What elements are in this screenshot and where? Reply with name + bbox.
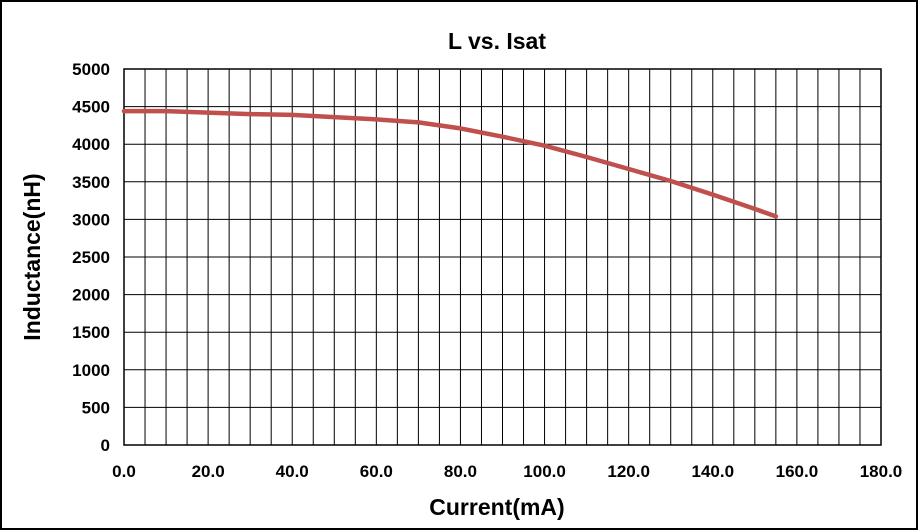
- y-tick-label: 4500: [72, 98, 110, 117]
- x-tick-label: 20.0: [192, 462, 225, 481]
- x-tick-label: 80.0: [444, 462, 477, 481]
- y-tick-label: 1000: [72, 361, 110, 380]
- y-tick-label: 0: [101, 436, 110, 455]
- x-tick-label: 0.0: [112, 462, 136, 481]
- x-tick-label: 160.0: [776, 462, 819, 481]
- y-tick-label: 2500: [72, 248, 110, 267]
- y-tick-label: 3000: [72, 210, 110, 229]
- plot-area-border: [123, 68, 882, 446]
- series-line: [121, 108, 779, 219]
- y-tick-label: 2000: [72, 286, 110, 305]
- x-tick-label: 140.0: [692, 462, 735, 481]
- y-tick-label: 1500: [72, 323, 110, 342]
- chart-title: L vs. Isat: [448, 28, 546, 54]
- y-tick-label: 5000: [72, 60, 110, 79]
- y-tick-label: 500: [82, 398, 110, 417]
- x-tick-label: 120.0: [607, 462, 650, 481]
- x-axis-label: Current(mA): [429, 494, 564, 520]
- x-tick-label: 100.0: [523, 462, 566, 481]
- x-tick-label: 180.0: [860, 462, 903, 481]
- ticks: 0 500 1000 1500 2000 2500 3000 3500 4000 4500 5000…: [72, 60, 902, 481]
- grid: [123, 68, 882, 446]
- y-tick-label: 3500: [72, 173, 110, 192]
- y-tick-label: 4000: [72, 135, 110, 154]
- series-group: [121, 108, 779, 219]
- y-axis-label: Inductance(nH): [19, 173, 45, 340]
- x-tick-label: 60.0: [360, 462, 393, 481]
- x-tick-label: 40.0: [276, 462, 309, 481]
